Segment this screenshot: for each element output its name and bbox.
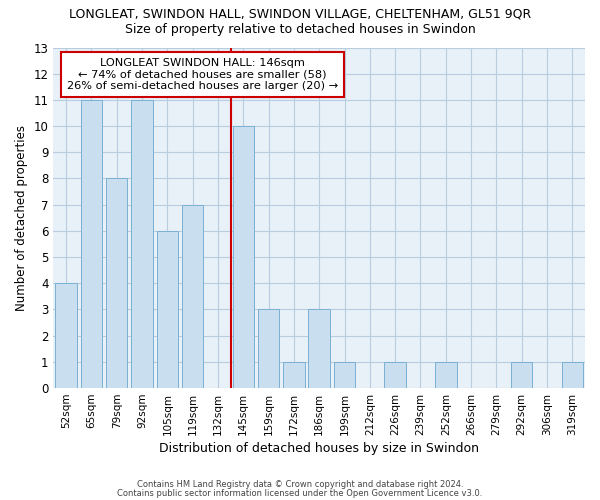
Text: LONGLEAT, SWINDON HALL, SWINDON VILLAGE, CHELTENHAM, GL51 9QR: LONGLEAT, SWINDON HALL, SWINDON VILLAGE,… xyxy=(69,8,531,20)
Bar xyxy=(258,310,280,388)
Text: Contains HM Land Registry data © Crown copyright and database right 2024.: Contains HM Land Registry data © Crown c… xyxy=(137,480,463,489)
Bar xyxy=(233,126,254,388)
Bar xyxy=(435,362,457,388)
Text: Contains public sector information licensed under the Open Government Licence v3: Contains public sector information licen… xyxy=(118,489,482,498)
Bar xyxy=(131,100,153,388)
X-axis label: Distribution of detached houses by size in Swindon: Distribution of detached houses by size … xyxy=(159,442,479,455)
Bar xyxy=(562,362,583,388)
Bar xyxy=(334,362,355,388)
Bar xyxy=(182,204,203,388)
Bar xyxy=(55,284,77,388)
Bar xyxy=(385,362,406,388)
Bar xyxy=(80,100,102,388)
Bar xyxy=(308,310,330,388)
Text: Size of property relative to detached houses in Swindon: Size of property relative to detached ho… xyxy=(125,22,475,36)
Bar xyxy=(106,178,127,388)
Bar xyxy=(157,231,178,388)
Bar xyxy=(511,362,532,388)
Bar xyxy=(283,362,305,388)
Text: LONGLEAT SWINDON HALL: 146sqm
← 74% of detached houses are smaller (58)
26% of s: LONGLEAT SWINDON HALL: 146sqm ← 74% of d… xyxy=(67,58,338,91)
Y-axis label: Number of detached properties: Number of detached properties xyxy=(15,125,28,311)
